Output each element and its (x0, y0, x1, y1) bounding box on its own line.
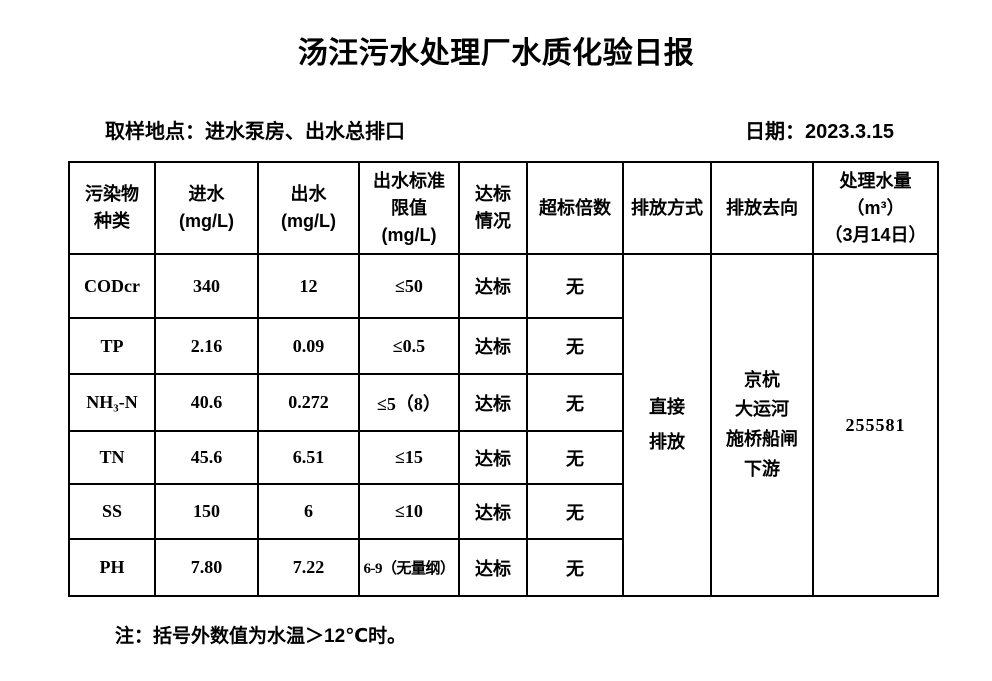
cell-effluent: 0.272 (257, 373, 360, 432)
cell-pollutant: CODcr (68, 253, 156, 319)
cell-compliance: 达标 (458, 373, 528, 432)
cell-exceedance: 无 (526, 538, 624, 597)
table-row: TP 2.16 0.09 ≤0.5 达标无 (68, 317, 938, 375)
cell-limit: ≤50 (358, 253, 460, 319)
cell-influent: 40.6 (154, 373, 259, 432)
cell-treated-volume: 255581 (812, 253, 939, 597)
cell-limit: 6-9（无量纲） (358, 538, 460, 597)
report-date-label: 日期：2023.3.15 (745, 121, 894, 143)
cell-exceedance: 无 (526, 253, 624, 319)
table-body: CODcr 340 12 ≤50 达标无直接 排放 京杭 大运河 施桥船闸 下游 255581 TP 2… (68, 253, 939, 597)
cell-compliance: 达标 (458, 253, 528, 319)
cell-exceedance: 无 (526, 373, 624, 432)
cell-influent: 340 (154, 253, 259, 319)
table-row: NH₃-N 40.6 0.272 ≤5（8） 达标无 (68, 373, 938, 432)
cell-compliance: 达标 (458, 483, 528, 540)
table-header: 污染物 种类 进水 (mg/L) 出水 (mg/L) 出水标准 限值 (mg/L… (68, 161, 939, 255)
page-title: 汤汪污水处理厂水质化验日报 (297, 37, 695, 70)
cell-effluent: 0.09 (257, 317, 360, 375)
col-header-pollutant: 污染物 种类 (68, 161, 156, 255)
cell-compliance: 达标 (458, 430, 528, 485)
table-row: SS 150 6 ≤10 达标无 (68, 483, 938, 540)
sampling-location-label: 取样地点：进水泵房、出水总排口 (105, 121, 405, 143)
table-row: PH 7.80 7.22 6-9（无量纲） 达标无 (68, 538, 938, 597)
cell-discharge-destination: 京杭 大运河 施桥船闸 下游 (710, 253, 814, 597)
cell-compliance: 达标 (458, 538, 528, 597)
cell-discharge-mode: 直接 排放 (622, 253, 712, 597)
cell-effluent: 12 (257, 253, 360, 319)
water-quality-table: 污染物 种类 进水 (mg/L) 出水 (mg/L) 出水标准 限值 (mg/L… (68, 161, 939, 597)
cell-effluent: 7.22 (257, 538, 360, 597)
cell-limit: ≤10 (358, 483, 460, 540)
col-header-discharge-destination: 排放去向 (710, 161, 814, 255)
cell-exceedance: 无 (526, 317, 624, 375)
cell-exceedance: 无 (526, 483, 624, 540)
cell-influent: 150 (154, 483, 259, 540)
cell-exceedance: 无 (526, 430, 624, 485)
col-header-effluent: 出水 (mg/L) (257, 161, 360, 255)
cell-limit: ≤5（8） (358, 373, 460, 432)
col-header-discharge-mode: 排放方式 (622, 161, 712, 255)
cell-pollutant: PH (68, 538, 156, 597)
cell-effluent: 6.51 (257, 430, 360, 485)
col-header-influent: 进水 (mg/L) (154, 161, 259, 255)
col-header-exceedance: 超标倍数 (526, 161, 624, 255)
cell-limit: ≤15 (358, 430, 460, 485)
table-row: TN 45.6 6.51 ≤15 达标无 (68, 430, 938, 485)
cell-influent: 7.80 (154, 538, 259, 597)
cell-pollutant: TN (68, 430, 156, 485)
cell-effluent: 6 (257, 483, 360, 540)
header-row: 污染物 种类 进水 (mg/L) 出水 (mg/L) 出水标准 限值 (mg/L… (68, 161, 939, 255)
cell-pollutant: NH₃-N (68, 373, 156, 432)
footnote: 注：括号外数值为水温＞12℃时。 (115, 626, 407, 647)
table-row: CODcr 340 12 ≤50 达标无直接 排放 京杭 大运河 施桥船闸 下游 255581 (68, 253, 939, 597)
col-header-treated-volume: 处理水量 （m³） （3月14日） (812, 161, 939, 255)
col-header-compliance: 达标 情况 (458, 161, 528, 255)
cell-limit: ≤0.5 (358, 317, 460, 375)
cell-pollutant: TP (68, 317, 156, 375)
col-header-limit: 出水标准 限值 (mg/L) (358, 161, 460, 255)
cell-pollutant: SS (68, 483, 156, 540)
cell-compliance: 达标 (458, 317, 528, 375)
cell-influent: 2.16 (154, 317, 259, 375)
cell-influent: 45.6 (154, 430, 259, 485)
